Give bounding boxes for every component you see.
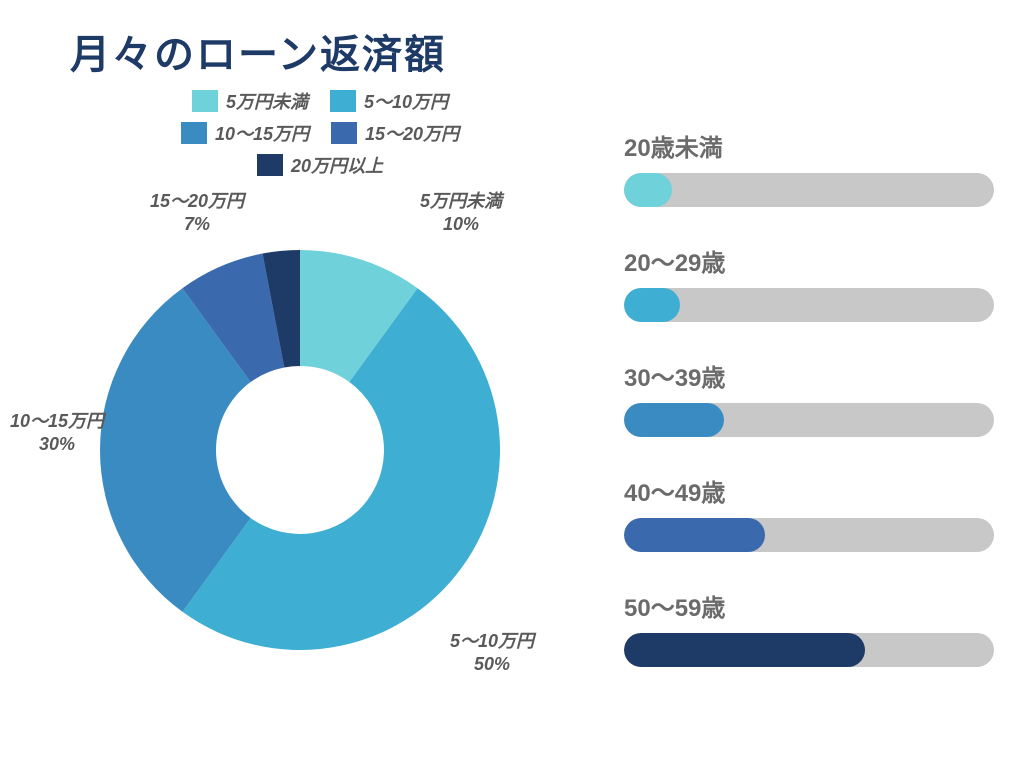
bar-group: 20歳未満 [624,128,994,207]
legend-swatch [330,90,356,112]
legend-label: 5～10万円 [364,88,448,114]
legend-label: 10～15万円 [215,120,309,146]
donut-chart: 5万円未満10%5～10万円50%10～15万円30%15～20万円7% [80,230,520,670]
age-bars: 20歳未満 20〜29歳 30〜39歳 40〜49歳 50〜59歳 [624,128,994,667]
legend-item: 5万円未満 [192,88,308,114]
legend-row: 10～15万円 15～20万円 [130,120,510,146]
bar-fill [624,633,865,667]
legend-row: 20万円以上 [130,152,510,178]
bar-label: 20歳未満 [624,128,994,163]
donut-slice-label: 15～20万円7% [150,190,244,235]
legend-swatch [257,154,283,176]
bar-label: 30〜39歳 [624,358,994,393]
legend-label: 5万円未満 [226,88,308,114]
donut-slice-label: 5～10万円50% [450,630,534,675]
bar-fill [624,518,765,552]
legend-swatch [331,122,357,144]
bar-label: 20〜29歳 [624,243,994,278]
bar-group: 30〜39歳 [624,358,994,437]
legend-label: 20万円以上 [291,152,383,178]
bar-track [624,173,994,207]
legend-item: 5～10万円 [330,88,448,114]
legend-row: 5万円未満 5～10万円 [130,88,510,114]
page-title: 月々のローン返済額 [70,22,446,80]
bar-label: 40〜49歳 [624,473,994,508]
legend-label: 15～20万円 [365,120,459,146]
donut-svg [80,230,520,670]
bar-group: 20〜29歳 [624,243,994,322]
legend-item: 15～20万円 [331,120,459,146]
bar-fill [624,173,672,207]
bar-group: 40〜49歳 [624,473,994,552]
legend-swatch [181,122,207,144]
bar-label: 50〜59歳 [624,588,994,623]
bar-fill [624,288,680,322]
donut-legend: 5万円未満 5～10万円 10～15万円 15～20万円 20万円以上 [130,88,510,184]
bar-track [624,403,994,437]
legend-item: 20万円以上 [257,152,383,178]
legend-item: 10～15万円 [181,120,309,146]
legend-swatch [192,90,218,112]
bar-track [624,633,994,667]
donut-slice-label: 10～15万円30% [10,410,104,455]
bar-track [624,288,994,322]
bar-track [624,518,994,552]
bar-group: 50〜59歳 [624,588,994,667]
donut-slice-label: 5万円未満10% [420,190,502,235]
bar-fill [624,403,724,437]
